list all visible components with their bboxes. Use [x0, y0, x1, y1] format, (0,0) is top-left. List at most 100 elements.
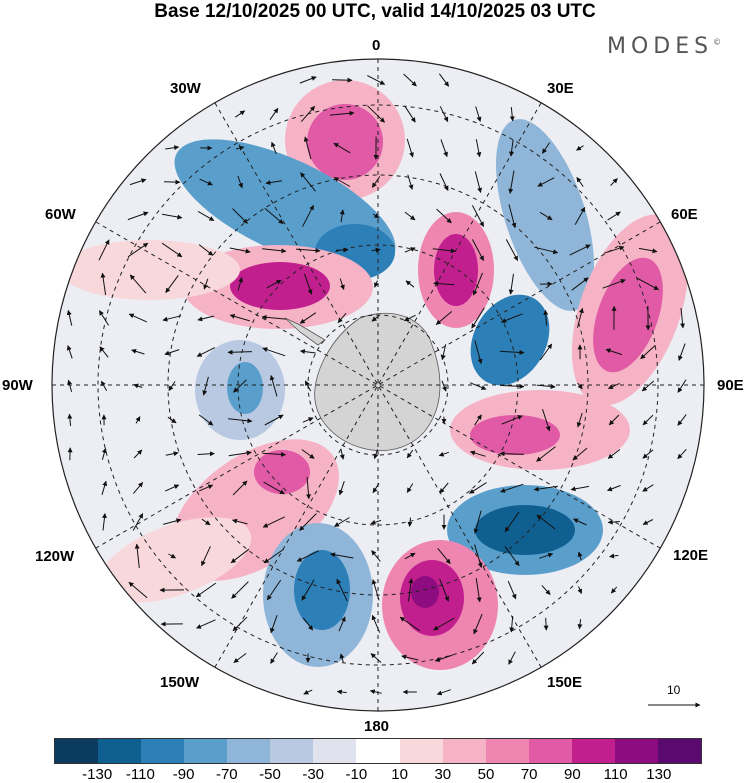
wind-vector-arrow [407, 517, 413, 527]
wind-vector-arrow [574, 206, 586, 225]
wind-vector-arrow [196, 347, 216, 357]
wind-vector-arrow [432, 248, 456, 254]
wind-vector-arrow [433, 281, 455, 287]
wind-vector-arrow [101, 480, 108, 495]
wind-vector-arrow [608, 414, 620, 426]
colorbar-bin [313, 739, 357, 763]
wind-vector-arrow [196, 619, 216, 629]
wind-vector-arrow [133, 449, 143, 459]
wind-vector-arrow [266, 279, 282, 289]
wind-vector-arrow [262, 347, 286, 357]
wind-vector-arrow [67, 379, 73, 393]
wind-vector-arrow [433, 617, 455, 631]
wind-vector-arrow [602, 279, 626, 289]
wind-vector-arrow [570, 485, 590, 492]
wind-vector-arrow [336, 578, 348, 602]
wind-vector-arrow [303, 689, 313, 695]
wind-vector-arrow [534, 246, 559, 255]
wind-vector-arrow [609, 553, 619, 559]
wind-vector-arrow [304, 273, 313, 295]
wind-vector-arrow [642, 414, 654, 426]
wind-vector-arrow [162, 518, 182, 525]
colorbar-bin [270, 739, 314, 763]
wind-vector-arrow [542, 408, 551, 432]
wind-vector-arrow [536, 514, 556, 530]
wind-vector-arrow [306, 477, 312, 500]
wind-vector-arrow [577, 551, 583, 561]
wind-vector-arrow [262, 248, 287, 254]
wind-vector-arrow [98, 239, 110, 261]
wind-vector-arrow [640, 344, 656, 360]
wind-vector-arrow [127, 211, 149, 221]
wind-vector-arrow [165, 451, 179, 457]
colorbar-bin [657, 739, 701, 763]
wind-vector-arrow [500, 483, 524, 493]
wind-vector-arrow [407, 174, 414, 190]
lon-label-180: 180 [364, 718, 390, 735]
positive-anomaly-core [307, 104, 383, 180]
wind-vector-arrow [539, 552, 554, 559]
wind-vector-arrow [607, 519, 620, 525]
negative-anomaly-core [470, 294, 550, 386]
lon-label-90e: 90E [717, 377, 744, 394]
wind-vector-arrow [228, 450, 252, 457]
wind-vector-arrow [199, 178, 213, 186]
wind-vector-arrow [229, 247, 251, 254]
colorbar [54, 738, 702, 764]
wind-vector-arrow [642, 519, 654, 525]
colorbar-tick-label: -50 [259, 766, 281, 783]
wind-vector-arrow [135, 416, 141, 424]
wind-vector-arrow [474, 414, 482, 426]
wind-vector-arrow [367, 75, 386, 85]
wind-vector-arrow [508, 273, 514, 295]
wind-vector-arrow [161, 242, 183, 258]
brand-mark: © [713, 37, 722, 47]
wind-vector-arrow [641, 380, 655, 392]
wind-vector-arrow [471, 307, 485, 329]
wind-vector-arrow [680, 307, 686, 329]
wind-vector-arrow [269, 107, 279, 120]
wind-vector-arrow [338, 481, 345, 496]
wind-vector-arrow [195, 582, 217, 598]
wind-vector-arrow [269, 375, 278, 397]
lon-label-0: 0 [372, 37, 381, 54]
colorbar-bin [485, 739, 529, 763]
wind-vector-arrow [610, 178, 618, 186]
wind-vector-arrow [677, 379, 687, 393]
wind-vector-arrow [399, 616, 421, 632]
wind-vector-arrow [372, 483, 380, 494]
wind-vector-arrow [263, 548, 285, 564]
wind-vector-arrow [505, 239, 519, 262]
wind-vector-arrow [577, 307, 584, 328]
polar-map [51, 58, 705, 712]
wind-vector-arrow [475, 139, 482, 158]
wind-vector-arrow [474, 340, 483, 365]
wind-vector-arrow [131, 348, 145, 355]
wind-vector-arrow [436, 689, 451, 696]
wind-vector-arrow [303, 136, 312, 160]
wind-vector-arrow [329, 110, 355, 116]
wind-vector-arrow [406, 138, 414, 158]
wind-vector-arrow [371, 579, 380, 601]
wind-vector-arrow [642, 484, 654, 492]
wind-vector-arrow [677, 448, 687, 460]
wind-vector-arrow [508, 651, 516, 665]
colorbar-bin [399, 739, 443, 763]
wind-vector-arrow [237, 175, 243, 189]
wind-vector-arrow [441, 380, 447, 392]
wind-vector-arrow [339, 653, 345, 663]
wind-vector-arrow [436, 208, 452, 224]
brand-name: MODES [607, 34, 714, 59]
wind-vector-arrow [271, 141, 277, 154]
wind-vector-arrow [637, 277, 660, 291]
lon-label-120e: 120E [673, 547, 709, 564]
wind-vector-arrow [304, 380, 312, 392]
colorbar-bin [528, 739, 572, 763]
wind-vector-arrow [197, 451, 215, 457]
wind-vector-arrow [66, 345, 73, 359]
wind-vector-arrow [440, 344, 447, 361]
colorbar-bin [184, 739, 228, 763]
wind-vector-arrow [541, 142, 551, 154]
wind-vector-arrow [371, 314, 381, 322]
reference-vector-label: 10 [667, 683, 681, 697]
